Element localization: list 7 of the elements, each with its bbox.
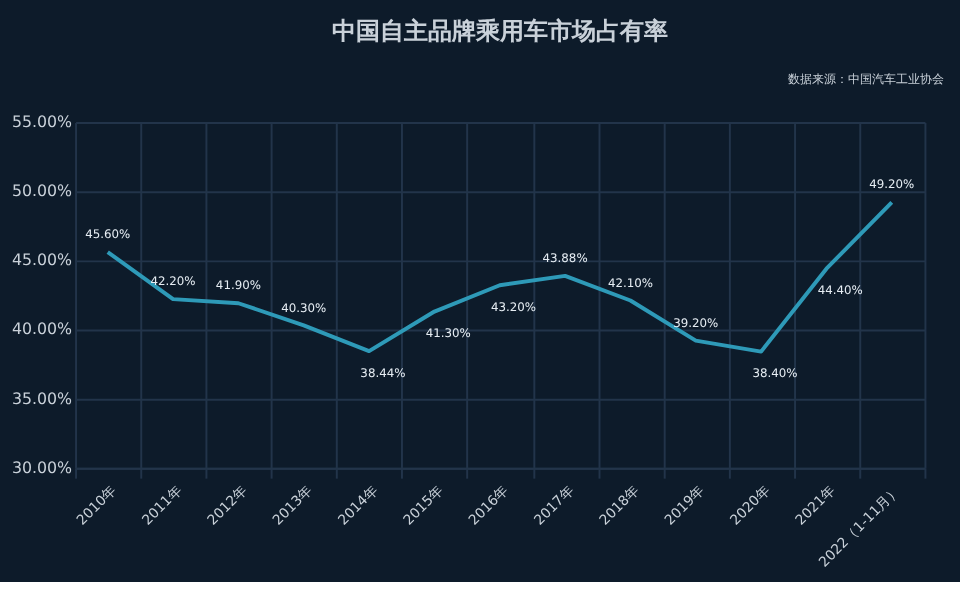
- y-tick-label: 45.00%: [11, 251, 74, 270]
- y-tick-label: 35.00%: [11, 389, 74, 408]
- y-tick-label: 55.00%: [11, 113, 74, 132]
- chart-title: 中国自主品牌乘用车市场占有率: [331, 17, 668, 46]
- y-tick-label: 50.00%: [11, 182, 74, 201]
- y-tick-label: 40.00%: [11, 320, 74, 339]
- y-tick-label: 30.00%: [11, 458, 74, 477]
